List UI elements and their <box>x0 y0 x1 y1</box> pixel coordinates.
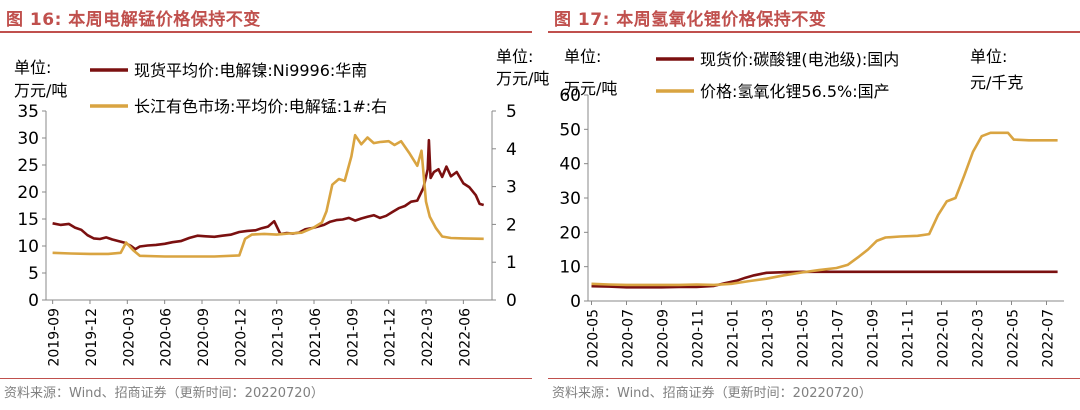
left-axis-unit-label: 单位: <box>564 47 601 66</box>
x-tick-label: 2020-11 <box>691 309 707 368</box>
y-tick-label-left: 25 <box>17 156 39 176</box>
legend-label: 现货价:碳酸锂(电池级):国内 <box>700 50 899 69</box>
x-tick-label: 2022-05 <box>1006 309 1022 368</box>
x-tick-label: 2021-12 <box>383 308 399 367</box>
legend-label: 长江有色市场:平均价:电解锰:1#:右 <box>134 97 387 116</box>
x-tick-label: 2021-03 <box>271 308 287 367</box>
y-tick-label-left: 10 <box>559 258 581 278</box>
x-tick-label: 2020-09 <box>656 309 672 368</box>
y-tick-label-left: 30 <box>559 189 581 209</box>
legend-label: 价格:氢氧化锂56.5%:国产 <box>700 82 890 101</box>
figure-17-panel: 图 17: 本周氢氧化锂价格保持不变 0 10 20 30 40 50 60 2020-05 2… <box>548 0 1080 410</box>
x-tick-label: 2020-03 <box>121 308 137 367</box>
y-tick-label-left: 50 <box>559 120 581 140</box>
right-axis-unit-label: 万元/吨 <box>496 69 549 88</box>
x-tick-label: 2021-05 <box>796 309 812 368</box>
x-tick-label: 2020-12 <box>233 308 249 367</box>
x-tick-label: 2021-09 <box>866 309 882 368</box>
x-tick-label: 2022-03 <box>420 308 436 367</box>
x-tick-label: 2020-06 <box>159 308 175 367</box>
x-tick-label: 2022-03 <box>971 309 987 368</box>
title-rule <box>548 31 1080 33</box>
legend-label: 现货平均价:电解镍:Ni9996:华南 <box>134 61 367 80</box>
figure-title: 图 17: 本周氢氧化锂价格保持不变 <box>554 10 827 30</box>
x-tick-label: 2019-12 <box>84 308 100 367</box>
series-line <box>591 131 1058 287</box>
source-rule <box>548 378 1080 379</box>
y-tick-label-left: 60 <box>559 86 581 106</box>
x-tick-label: 2020-09 <box>196 308 212 367</box>
x-tick-label: 2021-09 <box>345 308 361 367</box>
y-tick-label-left: 20 <box>559 223 581 243</box>
left-axis-unit-label: 万元/吨 <box>564 79 617 98</box>
x-tick-label: 2022-07 <box>1041 309 1057 368</box>
right-axis-unit-label: 单位: <box>970 47 1007 66</box>
y-tick-label-left: 15 <box>17 210 39 230</box>
title-rule <box>0 31 532 33</box>
right-axis-unit-label: 单位: <box>496 47 533 66</box>
figure-16-panel: 图 16: 本周电解锰价格保持不变 0 5 10 15 20 25 30 35 0 1 2 3 4 5 20… <box>0 0 549 410</box>
y-tick-label-left: 40 <box>559 155 581 175</box>
y-tick-label-left: 5 <box>28 264 39 284</box>
source-note: 资料来源：Wind、招商证券（更新时间：20220720） <box>552 386 872 401</box>
source-note: 资料来源：Wind、招商证券（更新时间：20220720） <box>4 386 324 401</box>
y-tick-label-right: 3 <box>506 178 517 198</box>
y-tick-label-right: 0 <box>506 291 517 311</box>
x-tick-label: 2021-11 <box>901 309 917 368</box>
figure-title: 图 16: 本周电解锰价格保持不变 <box>6 10 261 30</box>
y-tick-label-left: 0 <box>570 292 581 312</box>
y-tick-label-left: 10 <box>17 237 39 257</box>
y-tick-label-left: 20 <box>17 183 39 203</box>
left-axis-unit-label: 单位: <box>14 58 51 77</box>
x-tick-label: 2021-07 <box>831 309 847 368</box>
lithium-price-chart: 0 10 20 30 40 50 60 2020-05 2020-07 2020-09 2020-1… <box>559 47 1064 368</box>
x-tick-label: 2022-06 <box>457 308 473 367</box>
x-tick-label: 2020-05 <box>586 309 602 368</box>
source-rule <box>0 378 532 379</box>
x-tick-label: 2022-01 <box>936 309 952 368</box>
x-tick-label: 2020-07 <box>621 309 637 368</box>
y-tick-label-right: 4 <box>506 140 517 160</box>
right-axis-unit-label: 元/千克 <box>970 73 1023 92</box>
y-tick-label-right: 5 <box>506 102 517 122</box>
series-line <box>52 133 484 258</box>
nickel-manganese-price-chart: 0 5 10 15 20 25 30 35 0 1 2 3 4 5 2019-09 2019-12 2020-0… <box>14 47 549 367</box>
x-tick-label: 2021-06 <box>308 308 324 367</box>
y-tick-label-left: 35 <box>17 102 39 122</box>
x-tick-label: 2021-01 <box>726 309 742 368</box>
y-tick-label-right: 1 <box>506 253 517 273</box>
y-tick-label-left: 0 <box>28 291 39 311</box>
y-tick-label-right: 2 <box>506 215 517 235</box>
y-tick-label-left: 30 <box>17 129 39 149</box>
left-axis-unit-label: 万元/吨 <box>14 81 67 100</box>
x-tick-label: 2021-03 <box>761 309 777 368</box>
x-tick-label: 2019-09 <box>47 308 63 367</box>
